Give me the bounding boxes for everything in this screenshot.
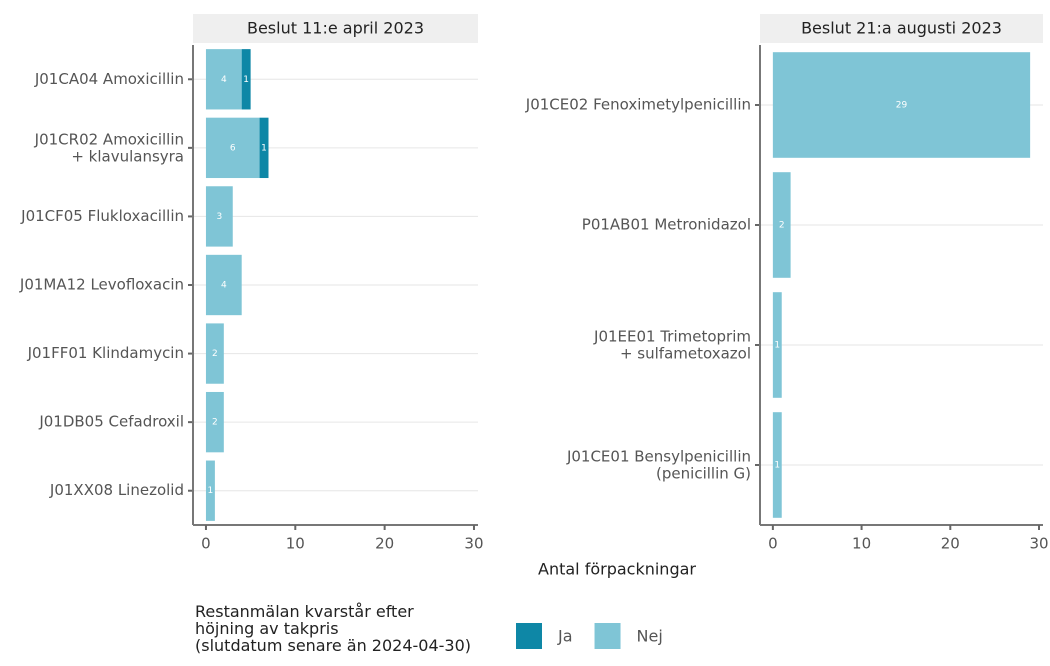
bar-segment [772, 172, 791, 278]
strip-text: Beslut 11:e april 2023 [247, 19, 424, 38]
legend-label: Nej [637, 627, 663, 646]
value-label: 1 [774, 341, 780, 351]
value-label: 1 [774, 461, 780, 471]
y-tick-label: J01EE01 Trimetoprim + sulfametoxazol [593, 327, 751, 362]
y-tick-label: P01AB01 Metronidazol [582, 216, 751, 234]
y-tick-label: J01CF05 Flukloxacillin [20, 207, 184, 225]
y-tick-label: J01XX08 Linezolid [49, 481, 184, 499]
bar-segment [205, 117, 260, 179]
bar-segment [772, 412, 782, 518]
x-tick-label: 20 [375, 535, 394, 553]
bar-segment [259, 117, 269, 179]
y-tick-label: J01FF01 Klindamycin [27, 344, 184, 362]
value-label: 1 [243, 75, 249, 85]
x-tick-label: 30 [1029, 535, 1048, 553]
value-label: 29 [896, 101, 908, 111]
value-label: 1 [261, 143, 267, 153]
bar-segment [205, 323, 224, 384]
x-tick-label: 20 [941, 535, 960, 553]
y-tick-label: J01CE01 Bensylpenicillin (penicillin G) [566, 447, 751, 482]
value-label: 1 [208, 486, 214, 496]
bar-segment [205, 49, 242, 110]
y-tick-label: J01CA04 Amoxicillin [34, 70, 184, 88]
legend-key [594, 623, 621, 649]
x-tick-label: 0 [768, 535, 778, 553]
bar-segment [205, 460, 215, 521]
x-tick-label: 0 [201, 535, 211, 553]
legend-key [516, 623, 542, 649]
bar-segment [772, 292, 782, 398]
strip-text: Beslut 21:a augusti 2023 [801, 19, 1002, 38]
x-tick-label: 10 [852, 535, 871, 553]
y-tick-label: J01DB05 Cefadroxil [38, 413, 184, 431]
bar-segment [772, 52, 1031, 158]
value-label: 6 [230, 143, 236, 153]
y-tick-label: J01MA12 Levofloxacin [19, 276, 184, 294]
value-label: 2 [212, 349, 218, 359]
value-label: 3 [216, 212, 222, 222]
value-label: 4 [221, 281, 227, 291]
y-tick-label: J01CR02 Amoxicillin + klavulansyra [34, 130, 184, 165]
bar-segment [205, 391, 224, 453]
strip-background [760, 14, 1043, 43]
x-axis-title: Antal förpackningar [538, 560, 696, 579]
strip-background [193, 14, 478, 43]
x-tick-label: 10 [286, 535, 305, 553]
bar-segment [205, 186, 233, 247]
x-tick-label: 30 [464, 535, 483, 553]
value-label: 2 [212, 418, 218, 428]
y-tick-label: J01CE02 Fenoximetylpenicillin [525, 96, 751, 114]
value-label: 2 [779, 221, 785, 231]
bar-segment [241, 49, 251, 110]
bar-segment [205, 254, 242, 316]
legend-title: Restanmälan kvarstår efter höjning av tak… [195, 602, 471, 655]
legend-label: Ja [557, 627, 573, 646]
value-label: 4 [221, 75, 227, 85]
